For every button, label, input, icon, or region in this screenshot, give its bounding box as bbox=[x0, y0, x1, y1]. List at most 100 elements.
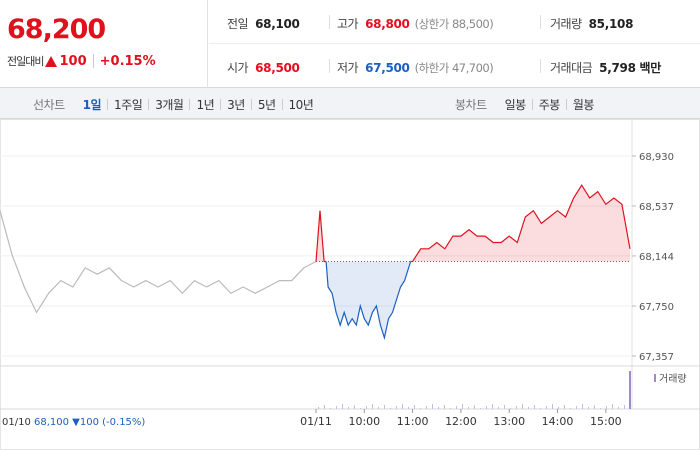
y-tick-label: 68,930 bbox=[639, 152, 674, 163]
volume-bar bbox=[450, 408, 451, 409]
line-chart-title: 선차트 bbox=[33, 98, 65, 112]
y-tick-label: 67,750 bbox=[639, 302, 674, 313]
stat-row: 전일 68,100 고가 68,800 (상한가 88,500) 거래량 85,… bbox=[209, 0, 700, 44]
tab-10y[interactable]: 10년 bbox=[288, 98, 314, 112]
previous-day-date: 01/10 bbox=[2, 417, 34, 428]
volume-bar bbox=[528, 407, 529, 409]
volume-bar bbox=[582, 404, 583, 409]
divider bbox=[220, 99, 222, 110]
volume-bar bbox=[504, 405, 505, 409]
x-tick-label: 12:00 bbox=[445, 415, 477, 428]
volume-bar bbox=[564, 405, 565, 409]
stat-value: 67,500 bbox=[365, 61, 410, 75]
stat-value: 68,100 bbox=[255, 17, 300, 31]
divider bbox=[148, 99, 150, 110]
stat-grid: 전일 68,100 고가 68,800 (상한가 88,500) 거래량 85,… bbox=[209, 0, 700, 88]
x-tick-label: 01/11 bbox=[300, 415, 332, 428]
volume-bar bbox=[378, 407, 379, 409]
volume-bar bbox=[318, 407, 319, 409]
tab-3m[interactable]: 3개월 bbox=[155, 98, 184, 112]
volume-bar bbox=[372, 404, 373, 409]
stat-volume: 거래량 85,108 bbox=[550, 15, 633, 32]
divider bbox=[281, 99, 283, 110]
stat-value: 85,108 bbox=[588, 17, 634, 31]
price-line-down-segment bbox=[325, 261, 412, 341]
volume-legend-label: 거래량 bbox=[659, 373, 687, 385]
volume-bar bbox=[480, 408, 481, 409]
tab-3y[interactable]: 3년 bbox=[227, 98, 245, 112]
volume-bar bbox=[402, 404, 403, 409]
tab-daily[interactable]: 일봉 bbox=[504, 98, 527, 112]
change-percent: +0.15% bbox=[99, 53, 156, 69]
stat-amount: 거래대금 5,798 백만 bbox=[550, 59, 661, 76]
volume-bar bbox=[366, 406, 367, 409]
tab-1y[interactable]: 1년 bbox=[196, 98, 215, 112]
volume-bar bbox=[468, 407, 469, 409]
volume-bar bbox=[426, 406, 427, 409]
intraday-price-chart[interactable]: 68,930 68,537 68,144 67,750 67,357 거래량 01/11… bbox=[0, 119, 700, 450]
stat-label: 고가 bbox=[337, 17, 359, 31]
volume-bar bbox=[330, 408, 331, 409]
stock-summary: 68,200 전일대비 100 +0.15% 전일 68,100 고가 68,8… bbox=[0, 0, 700, 88]
x-tick-label: 10:00 bbox=[348, 415, 380, 428]
tab-weekly[interactable]: 주봉 bbox=[538, 98, 561, 112]
divider bbox=[540, 15, 541, 29]
volume-bar bbox=[498, 407, 499, 409]
volume-bar bbox=[588, 407, 589, 409]
tab-monthly[interactable]: 월봉 bbox=[572, 98, 595, 112]
divider bbox=[107, 99, 109, 110]
stat-high: 고가 68,800 (상한가 88,500) bbox=[337, 15, 494, 32]
volume-bar bbox=[390, 408, 391, 409]
stat-value: 68,500 bbox=[255, 61, 300, 75]
volume-bar bbox=[492, 404, 493, 409]
volume-bar bbox=[570, 408, 571, 409]
price-line-up-segment bbox=[410, 184, 631, 263]
volume-bar bbox=[432, 404, 433, 409]
divider bbox=[329, 59, 330, 73]
stat-label: 저가 bbox=[337, 61, 359, 75]
volume-bar bbox=[348, 407, 349, 409]
previous-day-summary: 01/10 68,100 ▼100 (-0.15%) bbox=[2, 417, 145, 428]
upper-limit: (상한가 88,500) bbox=[414, 17, 494, 31]
volume-bar bbox=[510, 408, 511, 409]
gain-area bbox=[410, 185, 630, 262]
loss-area bbox=[326, 261, 411, 338]
volume-legend-swatch bbox=[654, 374, 656, 382]
volume-bar bbox=[606, 406, 607, 409]
stat-prev-close: 전일 68,100 bbox=[227, 15, 300, 32]
stat-label: 거래량 bbox=[550, 17, 582, 31]
divider bbox=[329, 15, 330, 29]
tab-1d[interactable]: 1일 bbox=[82, 98, 102, 112]
y-tick-label: 67,357 bbox=[639, 352, 674, 363]
volume-bar bbox=[612, 404, 613, 409]
candle-chart-tabs: 봉차트 일봉 주봉 월봉 bbox=[455, 96, 600, 113]
current-price: 68,200 bbox=[7, 14, 106, 45]
change-label: 전일대비 bbox=[7, 55, 44, 68]
x-tick-label: 14:00 bbox=[542, 415, 574, 428]
volume-bar bbox=[600, 408, 601, 409]
volume-bar bbox=[558, 407, 559, 409]
volume-bar bbox=[546, 406, 547, 409]
candle-chart-title: 봉차트 bbox=[455, 98, 487, 112]
x-tick-label: 13:00 bbox=[493, 415, 525, 428]
divider bbox=[540, 59, 541, 73]
previous-day-line bbox=[0, 210, 317, 314]
stat-value: 68,800 bbox=[365, 17, 410, 31]
x-tick-label: 15:00 bbox=[590, 415, 622, 428]
volume-bar bbox=[594, 405, 595, 409]
change-line: 전일대비 100 +0.15% bbox=[7, 53, 156, 69]
stat-low: 저가 67,500 (하한가 47,700) bbox=[337, 59, 494, 76]
y-tick-label: 68,537 bbox=[639, 202, 674, 213]
volume-bar bbox=[462, 404, 463, 409]
volume-bar bbox=[354, 405, 355, 409]
x-tick-label: 11:00 bbox=[397, 415, 429, 428]
volume-bar bbox=[552, 404, 553, 409]
tab-1w[interactable]: 1주일 bbox=[114, 98, 143, 112]
volume-bar bbox=[342, 404, 343, 409]
volume-bar bbox=[618, 407, 619, 409]
tab-5y[interactable]: 5년 bbox=[257, 98, 276, 112]
up-triangle-icon bbox=[45, 55, 58, 67]
volume-bar bbox=[444, 405, 445, 409]
price-line-up-segment bbox=[315, 210, 327, 263]
stat-label: 전일 bbox=[227, 17, 249, 31]
